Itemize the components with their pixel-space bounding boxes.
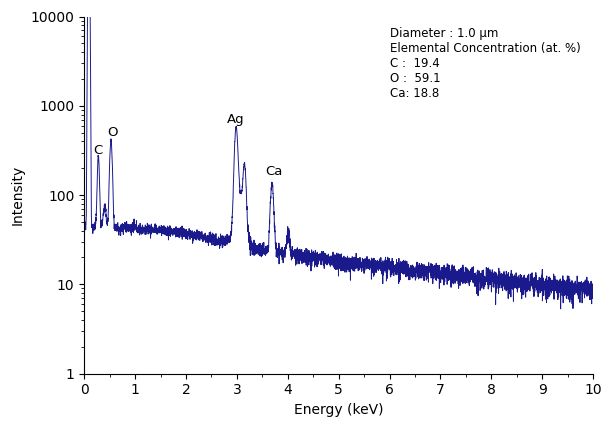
Text: Diameter : 1.0 μm
Elemental Concentration (at. %)
C :  19.4
O :  59.1
Ca: 18.8: Diameter : 1.0 μm Elemental Concentratio… [389, 27, 581, 100]
Text: Ca: Ca [265, 165, 282, 178]
Text: O: O [107, 125, 118, 139]
Text: C: C [93, 144, 102, 157]
Text: Ag: Ag [227, 113, 244, 126]
X-axis label: Energy (keV): Energy (keV) [294, 403, 383, 417]
Y-axis label: Intensity: Intensity [11, 165, 25, 225]
